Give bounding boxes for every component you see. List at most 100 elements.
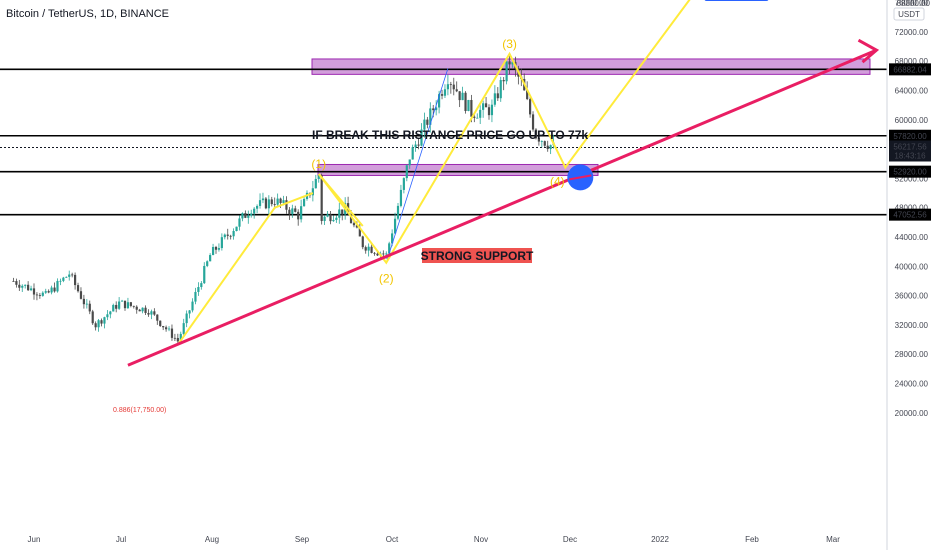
candle-body — [408, 159, 411, 166]
candle-body — [41, 292, 44, 296]
drawing-layer — [127, 0, 880, 367]
candle-body — [135, 306, 138, 310]
candle-body — [188, 310, 191, 314]
target-badge[interactable] — [704, 0, 769, 2]
candle-body — [402, 178, 405, 190]
candle-body — [297, 211, 300, 220]
candle-body — [255, 205, 259, 209]
candle-body — [288, 209, 291, 215]
time-axis-tick-label: Sep — [295, 535, 310, 544]
candle-body — [147, 312, 150, 315]
candle-body — [167, 328, 171, 330]
candle-body — [247, 215, 250, 218]
price-axis-tick-label: 40000.00 — [895, 262, 929, 271]
candle-body — [132, 305, 135, 307]
price-axis-tick-label: 48000.00 — [895, 204, 929, 213]
price-level-badge[interactable] — [889, 165, 931, 178]
candle-body — [294, 208, 297, 212]
candle-body — [449, 84, 452, 86]
candle-body — [126, 302, 130, 309]
candle-body — [291, 208, 294, 215]
candle-body — [332, 219, 335, 222]
resistance-zone — [311, 58, 871, 75]
time-axis-tick-label: Nov — [474, 535, 488, 544]
candle-body — [211, 246, 215, 256]
candle-body — [71, 274, 74, 276]
candle-body — [150, 311, 153, 315]
currency-badge[interactable] — [893, 7, 925, 21]
candle-body — [141, 307, 144, 312]
candle-body — [56, 280, 59, 292]
candle-body — [470, 99, 473, 117]
price-axis-tick-label: 24000.00 — [895, 380, 929, 389]
support-label-bg — [422, 248, 532, 263]
candle-body — [370, 246, 373, 253]
candle-body — [496, 93, 499, 99]
candle-layer — [12, 53, 555, 346]
candle-body — [435, 107, 438, 111]
channel-line — [385, 68, 449, 263]
label-layer: (1)(2)(3)(4)(5)77296.79IF BREAK THIS RIS… — [113, 0, 769, 414]
candle-body — [176, 337, 179, 342]
candle-body — [349, 214, 353, 224]
candle-body — [490, 104, 494, 116]
candle-body — [226, 234, 229, 236]
candle-body — [261, 198, 265, 201]
candle-body — [170, 328, 174, 338]
candle-body — [464, 92, 467, 111]
price-level-badge-label: 57820.00 — [893, 132, 927, 141]
candle-body — [244, 213, 247, 218]
candle-body — [505, 61, 508, 82]
price-axis-tick-label: 76000.00 — [895, 0, 929, 8]
candle-body — [326, 214, 329, 217]
bar-countdown-label: 18:43:16 — [894, 151, 926, 160]
price-axis-top-label: 88000.00 — [897, 0, 931, 8]
candle-body — [511, 62, 514, 65]
current-price-badge[interactable] — [889, 140, 931, 162]
price-level-badge-label: 66882.04 — [893, 65, 927, 74]
candle-body — [443, 89, 447, 96]
candle-body — [367, 246, 370, 251]
time-axis-tick-label: 2022 — [651, 535, 669, 544]
candle-body — [220, 237, 223, 249]
candle-body — [191, 301, 194, 311]
price-level-badge-label: 47052.56 — [893, 211, 927, 220]
candle-body — [59, 280, 62, 282]
candle-body — [487, 107, 491, 116]
candle-body — [549, 145, 552, 150]
candle-body — [382, 253, 385, 255]
wave-label: (2) — [379, 272, 394, 286]
candle-body — [502, 80, 505, 82]
price-level-badge[interactable] — [889, 63, 931, 76]
candle-body — [38, 295, 41, 296]
candle-body — [185, 313, 188, 324]
price-axis[interactable]: 20000.00 24000.00 28000.00 32000.00 36000.00… — [889, 0, 931, 418]
candle-body — [79, 291, 83, 299]
price-level-badge[interactable] — [889, 208, 931, 221]
candle-body — [179, 333, 182, 342]
candle-body — [106, 314, 109, 318]
wave-leg-a — [317, 173, 364, 227]
resistance-zone — [317, 163, 599, 176]
candle-body — [537, 138, 541, 142]
candle-body — [358, 227, 361, 237]
price-level-badge[interactable] — [889, 129, 931, 142]
candle-body — [82, 298, 86, 305]
candle-body — [311, 188, 314, 196]
price-axis-tick-label: 72000.00 — [895, 28, 929, 37]
candle-body — [467, 99, 470, 111]
candle-body — [206, 261, 209, 266]
candle-body — [156, 314, 159, 321]
candle-body — [53, 287, 56, 292]
candle-body — [341, 209, 344, 215]
support-annotation: STRONG SUPPORT — [421, 249, 534, 263]
candle-body — [426, 119, 429, 125]
candle-body — [109, 311, 112, 315]
candle-body — [235, 226, 238, 232]
candle-body — [420, 129, 423, 146]
candle-body — [270, 199, 273, 205]
candle-body — [94, 323, 97, 328]
candle-body — [282, 200, 285, 203]
